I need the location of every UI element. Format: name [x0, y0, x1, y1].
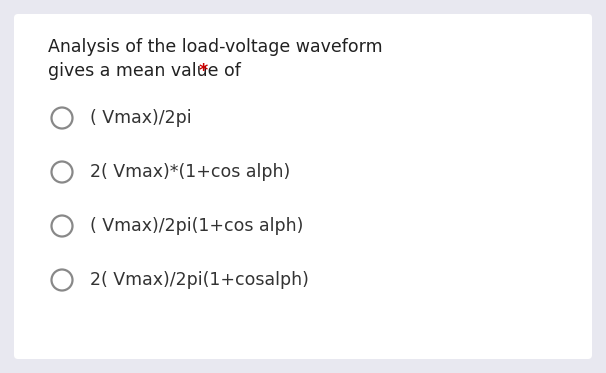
Text: 2( Vmax)*(1+cos alph): 2( Vmax)*(1+cos alph)	[90, 163, 290, 181]
Text: ( Vmax)/2pi(1+cos alph): ( Vmax)/2pi(1+cos alph)	[90, 217, 304, 235]
Text: 2( Vmax)/2pi(1+cosalph): 2( Vmax)/2pi(1+cosalph)	[90, 271, 309, 289]
Text: Analysis of the load-voltage waveform: Analysis of the load-voltage waveform	[48, 38, 382, 56]
Text: ( Vmax)/2pi: ( Vmax)/2pi	[90, 109, 191, 127]
FancyBboxPatch shape	[14, 14, 592, 359]
Text: *: *	[199, 62, 208, 80]
Text: gives a mean value of: gives a mean value of	[48, 62, 247, 80]
